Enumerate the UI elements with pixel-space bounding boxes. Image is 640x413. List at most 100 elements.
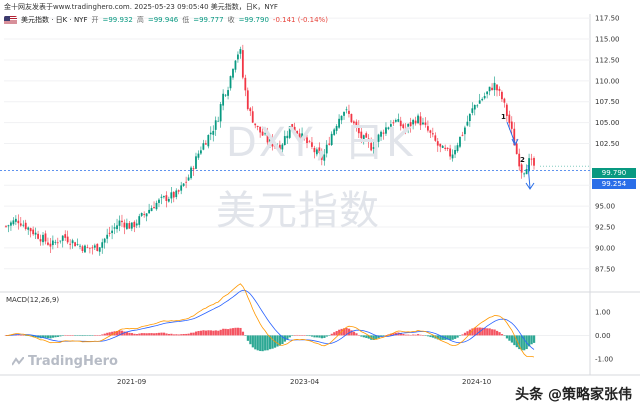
candle-body xyxy=(350,113,353,123)
candle-body xyxy=(434,135,437,141)
macd-histogram-bar xyxy=(505,335,509,339)
macd-histogram-bar xyxy=(269,335,272,350)
macd-histogram-bar xyxy=(325,335,328,337)
candle-body xyxy=(496,84,498,91)
macd-histogram-bar xyxy=(486,328,489,336)
macd-histogram-bar xyxy=(318,335,321,338)
candle-body xyxy=(313,147,316,153)
candle-body xyxy=(424,122,427,125)
candle-body xyxy=(12,220,15,225)
candle-body xyxy=(217,120,220,122)
candle-body xyxy=(367,138,370,142)
candle-body xyxy=(446,147,449,149)
macd-histogram-bar xyxy=(88,335,92,336)
candle-body xyxy=(362,135,365,141)
candle-body xyxy=(335,125,338,131)
publisher-line: 金十网友发表于www.tradinghero.com. 2025-05-23 0… xyxy=(4,3,278,11)
annotation-arrow xyxy=(506,121,516,144)
macd-tick-label: 0.00 xyxy=(595,332,611,340)
candle-body xyxy=(10,222,12,226)
macd-histogram-bar xyxy=(187,333,190,336)
candle-body xyxy=(493,82,496,91)
macd-histogram-bar xyxy=(249,335,252,345)
candle-body xyxy=(392,122,395,124)
macd-histogram-bar xyxy=(498,332,501,336)
candle-body xyxy=(409,122,412,127)
candle-body xyxy=(51,240,54,246)
candle-body xyxy=(491,87,493,91)
annotation-arrow-head xyxy=(525,182,535,190)
candle-body xyxy=(276,146,279,148)
macd-histogram-bar xyxy=(352,331,356,336)
macd-histogram-bar xyxy=(256,335,259,351)
macd-histogram-bar xyxy=(458,335,462,336)
candle-body xyxy=(436,141,439,146)
macd-histogram-bar xyxy=(281,335,284,344)
tradinghero-logo: TradingHero xyxy=(12,354,118,369)
macd-histogram-bar xyxy=(298,335,301,336)
macd-histogram-bar xyxy=(244,335,247,336)
candle-body xyxy=(530,158,533,160)
macd-histogram-bar xyxy=(473,327,476,336)
candle-body xyxy=(338,118,340,128)
macd-histogram-bar xyxy=(76,335,79,336)
symbol-name[interactable]: 美元指数 · 日K · NYF xyxy=(21,16,88,24)
y-tick-label: 90.00 xyxy=(595,244,615,252)
macd-histogram-bar xyxy=(414,334,417,336)
macd-histogram-bar xyxy=(417,334,420,336)
macd-histogram-bar xyxy=(160,332,163,336)
candle-body xyxy=(27,227,30,230)
candle-body xyxy=(471,108,474,113)
candle-body xyxy=(56,242,59,244)
macd-histogram-bar xyxy=(259,335,262,352)
candle-body xyxy=(385,127,387,134)
candle-body xyxy=(204,143,207,145)
candle-body xyxy=(202,143,205,150)
candle-body xyxy=(14,218,17,222)
macd-histogram-bar xyxy=(471,328,474,336)
macd-histogram-bar xyxy=(98,335,101,336)
candle-body xyxy=(345,109,348,111)
candle-body xyxy=(456,145,459,152)
macd-histogram-bar xyxy=(17,334,20,336)
candle-body xyxy=(283,136,286,146)
candle-body xyxy=(17,220,20,224)
tradinghero-logo-icon xyxy=(12,356,24,366)
macd-histogram-bar xyxy=(503,335,506,336)
candle-body xyxy=(323,154,326,161)
candle-body xyxy=(234,60,237,70)
candle-body xyxy=(135,223,138,226)
candle-body xyxy=(488,86,491,92)
y-tick-label: 92.50 xyxy=(595,224,615,232)
macd-histogram-bar xyxy=(338,329,341,336)
macd-histogram-bar xyxy=(209,330,212,336)
x-tick-label: 2021-09 xyxy=(117,378,147,386)
candle-body xyxy=(454,150,456,155)
candle-body xyxy=(219,104,222,122)
macd-histogram-bar xyxy=(357,334,361,336)
candle-body xyxy=(212,130,215,135)
macd-histogram-bar xyxy=(345,328,348,336)
candle-body xyxy=(214,120,217,130)
macd-line xyxy=(5,283,535,358)
candle-body xyxy=(29,228,32,232)
candle-body xyxy=(47,242,49,245)
candle-body xyxy=(165,195,168,201)
candle-body xyxy=(246,90,249,110)
candle-body xyxy=(303,135,306,139)
candle-body xyxy=(22,224,25,226)
macd-histogram-bar xyxy=(71,335,74,336)
candle-body xyxy=(91,247,94,249)
macd-histogram-bar xyxy=(424,335,427,336)
candle-body xyxy=(291,124,294,128)
candle-body xyxy=(444,147,447,149)
macd-histogram-bar xyxy=(81,335,84,337)
macd-histogram-bar xyxy=(382,335,385,337)
candle-body xyxy=(150,208,153,212)
candle-body xyxy=(64,234,67,238)
candle-body xyxy=(508,114,511,124)
macd-histogram-bar xyxy=(167,333,171,336)
macd-histogram-bar xyxy=(436,335,439,340)
macd-histogram-bar xyxy=(231,328,235,336)
candle-body xyxy=(422,122,424,125)
